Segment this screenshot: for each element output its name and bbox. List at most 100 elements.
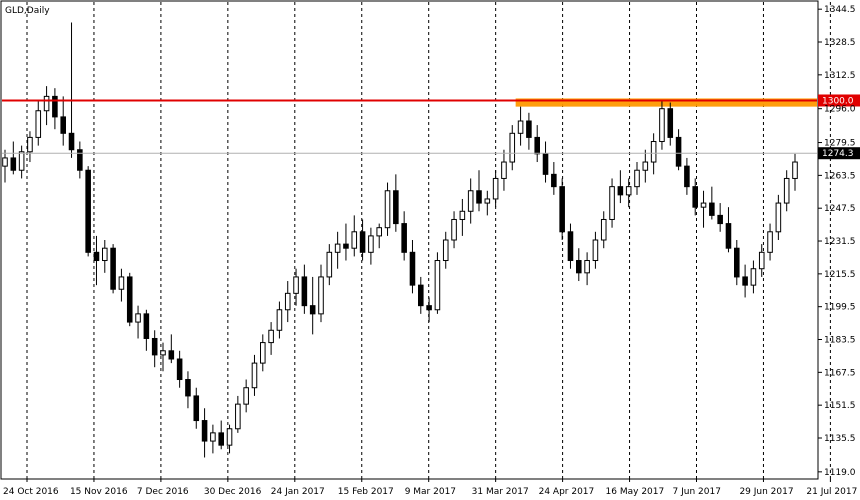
bull-candle-body [18,151,25,171]
x-tick-label: 31 Mar 2017 [472,487,529,497]
bear-candle-body [193,395,200,422]
bear-candle-body [309,305,316,315]
bull-candle-body [235,403,241,430]
bear-candle-body [201,420,208,442]
bull-candle-body [384,190,391,229]
y-tick-label: 1312.5 [824,71,856,81]
bear-candle-body [576,260,582,274]
bull-candle-body [592,239,599,262]
bull-candle-body [501,161,507,179]
bull-candle-body [376,227,382,237]
bull-candle-body [284,292,291,311]
y-tick-label: 1199.5 [824,303,856,313]
bull-candle-body [351,231,358,249]
current-price-label: 1274.3 [822,149,854,159]
current-price-tag [818,147,860,160]
bear-candle-body [526,120,532,138]
x-tick-label: 24 Oct 2016 [3,487,59,497]
bull-candle-body [260,342,266,364]
bear-candle-body [742,276,748,286]
bull-candle-body [600,218,607,241]
bear-candle-body [126,276,133,323]
bear-candle-body [567,231,574,262]
bear-candle-body [426,305,432,311]
bear-candle-body [734,247,740,278]
bull-candle-body [459,210,466,220]
bear-candle-body [684,165,690,188]
y-tick-label: 1231.5 [824,237,856,247]
x-tick-label: 15 Feb 2017 [338,487,394,497]
bear-candle-body [85,169,91,253]
bear-candle-body [692,186,698,208]
x-tick-label: 7 Dec 2016 [137,487,189,497]
y-tick-label: 1263.5 [824,171,856,181]
bear-candle-body [409,251,416,286]
y-tick-label: 1183.5 [824,336,856,346]
bull-candle-body [27,136,33,153]
bull-candle-body [509,132,516,163]
bull-candle-body [783,177,790,204]
bull-candle-body [467,190,474,212]
y-tick-label: 1296.0 [824,105,856,115]
bull-candle-body [609,186,615,220]
bear-candle-body [60,116,66,134]
x-tick-label: 29 Jun 2017 [739,487,793,497]
bear-candle-body [675,136,682,167]
bear-candle-body [218,432,224,446]
bull-candle-body [243,387,249,405]
bear-candle-body [143,313,150,339]
bull-candle-body [451,218,457,241]
bull-candle-body [118,276,125,290]
y-tick-label: 1215.5 [824,270,856,280]
bull-candle-body [35,110,42,138]
bull-candle-body [484,198,491,204]
bull-candle-body [650,141,657,163]
bull-candle-body [767,231,773,253]
chart-title: GLD,Daily [5,6,50,16]
bull-candle-body [634,169,640,188]
bear-candle-body [301,276,308,307]
bear-candle-body [534,136,540,155]
bull-candle-body [326,251,333,278]
resistance-price-label: 1300.0 [822,96,854,106]
bull-candle-body [226,428,233,446]
bear-candle-body [401,223,407,253]
bull-candle-body [625,186,632,196]
bull-candle-body [102,247,108,262]
bull-candle-body [700,202,707,208]
bull-candle-body [318,276,324,315]
bear-candle-body [343,243,349,249]
y-tick-label: 1119.0 [824,468,856,478]
x-tick-label: 24 Apr 2017 [539,487,595,497]
bull-candle-body [492,177,499,200]
x-tick-label: 24 Jan 2017 [271,487,325,497]
bear-candle-body [93,251,100,262]
bull-candle-body [442,239,449,262]
bear-candle-body [68,132,75,151]
bull-candle-body [210,432,216,442]
bull-candle-body [135,313,141,323]
y-tick-label: 1328.5 [824,38,856,48]
x-tick-label: 16 May 2017 [606,487,665,497]
bear-candle-body [542,153,549,175]
x-tick-label: 21 Jul 2017 [806,487,857,497]
y-tick-label: 1279.5 [824,139,856,149]
y-tick-label: 1151.5 [824,401,856,411]
y-tick-label: 1344.5 [824,5,856,15]
bear-candle-body [359,231,366,253]
bull-candle-body [434,260,441,311]
bear-candle-body [717,214,723,225]
bear-candle-body [418,284,424,307]
bull-candle-body [276,309,283,331]
bear-candle-body [10,157,17,171]
bear-candle-body [77,149,83,171]
bear-candle-body [559,186,565,233]
bear-candle-body [52,95,58,118]
bull-candle-body [758,251,765,270]
bull-candle-body [293,276,299,294]
x-tick-label: 15 Nov 2016 [70,487,128,497]
bull-candle-body [659,108,665,143]
bull-candle-body [584,260,590,274]
